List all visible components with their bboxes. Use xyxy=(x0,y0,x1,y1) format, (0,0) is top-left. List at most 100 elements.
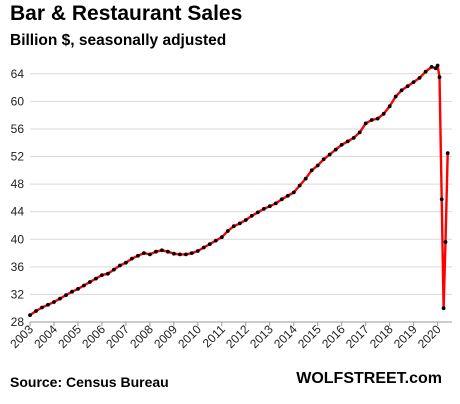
x-tick: 2011 xyxy=(200,322,228,350)
y-tick-label: 48 xyxy=(11,177,25,191)
x-axis: 2003200420052006200720082009201020112012… xyxy=(7,321,452,351)
data-point xyxy=(195,249,200,253)
data-point xyxy=(433,66,438,71)
x-tick: 2019 xyxy=(391,322,420,351)
y-tick-label: 44 xyxy=(11,205,25,219)
x-tick-label: 2010 xyxy=(175,322,204,351)
y-tick: 40 xyxy=(11,232,25,246)
data-point xyxy=(237,221,242,226)
data-point xyxy=(184,252,188,257)
data-point xyxy=(357,130,362,135)
y-tick-label: 52 xyxy=(11,150,25,164)
data-point xyxy=(443,240,448,244)
data-point xyxy=(213,238,218,243)
data-point xyxy=(160,248,164,253)
data-point xyxy=(106,271,110,276)
data-point xyxy=(76,287,80,291)
data-point xyxy=(393,94,398,99)
x-tick-label: 2015 xyxy=(295,322,324,351)
x-tick-label: 2012 xyxy=(223,322,252,351)
data-point xyxy=(375,116,380,121)
data-point xyxy=(231,224,236,229)
data-point xyxy=(136,253,140,258)
x-tick: 2015 xyxy=(295,322,324,351)
grid-lines xyxy=(30,73,452,323)
data-point xyxy=(351,136,356,140)
data-point xyxy=(207,242,212,247)
y-tick: 56 xyxy=(11,122,25,136)
data-point xyxy=(369,118,374,122)
y-tick-label: 64 xyxy=(11,67,25,81)
data-point xyxy=(243,218,248,222)
data-point xyxy=(100,273,104,277)
data-point xyxy=(309,168,314,173)
x-tick-label: 2007 xyxy=(103,322,132,351)
data-point xyxy=(435,63,440,68)
x-tick: 2014 xyxy=(271,322,300,351)
data-point xyxy=(70,289,74,294)
data-point xyxy=(28,313,32,317)
data-point xyxy=(429,65,434,69)
x-tick: 2008 xyxy=(127,322,156,351)
chart-subtitle: Billion $, seasonally adjusted xyxy=(10,32,227,49)
y-tick-label: 36 xyxy=(11,260,25,274)
y-tick-label: 60 xyxy=(11,94,25,108)
x-tick: 2016 xyxy=(319,322,348,351)
y-tick-label: 56 xyxy=(11,122,25,136)
data-point xyxy=(64,293,68,297)
x-tick-label: 2020 xyxy=(415,322,444,351)
y-tick: 48 xyxy=(11,177,25,191)
data-point xyxy=(178,252,182,257)
data-point xyxy=(82,283,86,288)
data-point xyxy=(34,309,38,313)
data-point xyxy=(261,207,266,211)
data-point xyxy=(285,193,290,198)
data-point xyxy=(439,197,444,202)
x-tick: 2018 xyxy=(367,322,396,351)
data-point xyxy=(399,88,404,93)
data-point xyxy=(345,139,350,144)
chart-title: Bar & Restaurant Sales xyxy=(10,2,243,25)
data-point xyxy=(255,210,260,215)
data-point xyxy=(166,249,170,254)
x-tick: 2007 xyxy=(103,322,132,351)
x-tick: 2020 xyxy=(415,322,444,351)
x-tick: 2017 xyxy=(343,322,372,351)
y-tick: 32 xyxy=(11,287,25,301)
x-tick-label: 2006 xyxy=(79,322,108,351)
data-point xyxy=(201,245,206,250)
data-point xyxy=(267,204,272,209)
data-point xyxy=(411,80,416,84)
x-tick-label: 2004 xyxy=(31,322,60,351)
data-point xyxy=(405,84,410,89)
x-tick: 2006 xyxy=(79,322,108,351)
x-tick: 2010 xyxy=(175,322,204,351)
x-tick-label: 2018 xyxy=(367,322,396,351)
x-tick: 2005 xyxy=(55,322,84,351)
data-point xyxy=(118,263,122,268)
x-tick-label: 2005 xyxy=(55,322,84,351)
x-tick-label: 2008 xyxy=(127,322,156,351)
y-tick: 64 xyxy=(11,67,25,81)
x-tick: 2004 xyxy=(31,322,60,351)
x-tick-label: 2014 xyxy=(271,322,300,351)
y-tick: 52 xyxy=(11,150,25,164)
y-tick: 60 xyxy=(11,94,25,108)
data-point xyxy=(124,260,128,265)
data-point xyxy=(387,104,392,109)
data-point xyxy=(423,69,428,74)
data-point xyxy=(94,276,98,281)
data-point xyxy=(327,152,332,157)
data-point xyxy=(148,252,152,257)
data-point xyxy=(58,296,62,301)
data-point xyxy=(291,190,296,195)
y-tick: 44 xyxy=(11,205,25,219)
data-point xyxy=(142,251,146,256)
x-tick: 2012 xyxy=(223,322,252,351)
x-tick-label: 2009 xyxy=(151,322,180,351)
y-tick-label: 28 xyxy=(11,315,25,329)
data-point xyxy=(189,251,194,256)
data-point xyxy=(297,183,302,188)
x-tick: 2013 xyxy=(247,322,276,351)
